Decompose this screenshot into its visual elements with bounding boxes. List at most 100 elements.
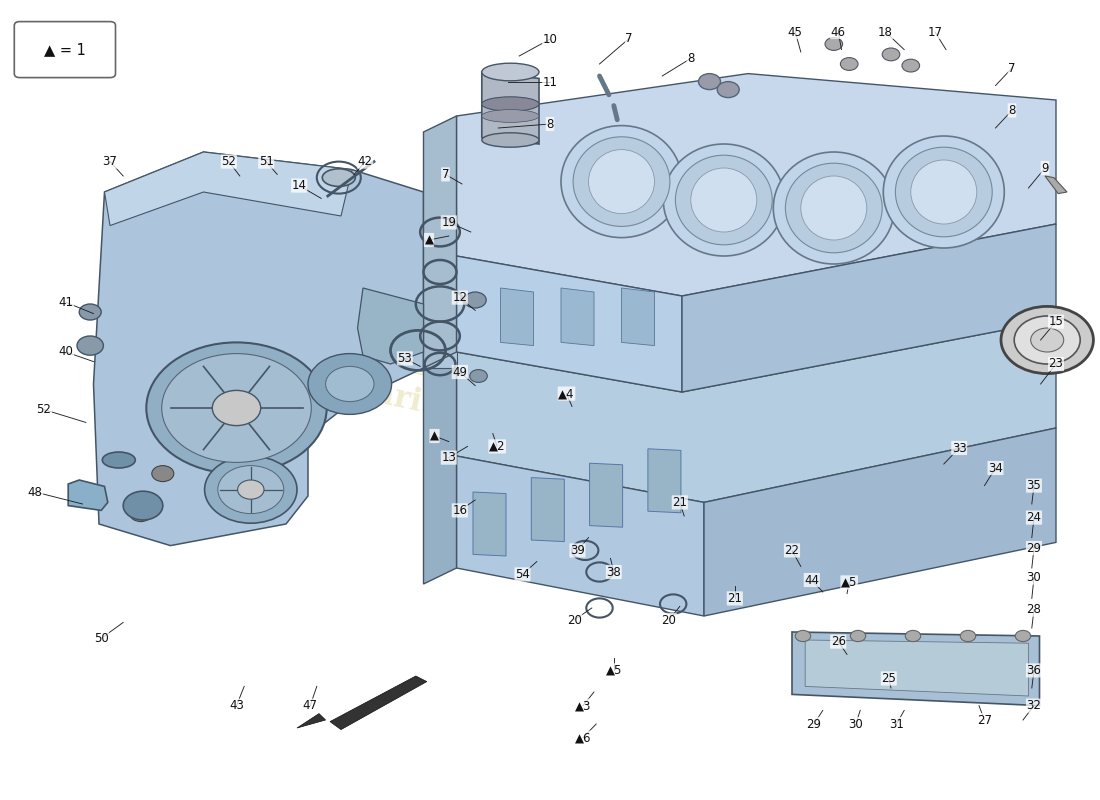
- Text: 45: 45: [788, 26, 803, 38]
- Text: 20: 20: [566, 614, 582, 626]
- Text: 8: 8: [547, 118, 553, 130]
- Polygon shape: [456, 74, 1056, 296]
- Text: 46: 46: [830, 26, 846, 38]
- Polygon shape: [648, 449, 681, 513]
- Ellipse shape: [482, 110, 539, 122]
- Text: 12: 12: [452, 291, 468, 304]
- Circle shape: [77, 336, 103, 355]
- Text: 9: 9: [1042, 162, 1048, 174]
- Ellipse shape: [895, 147, 992, 237]
- Text: 41: 41: [58, 296, 74, 309]
- Text: 23: 23: [1048, 358, 1064, 370]
- Text: 49: 49: [452, 366, 468, 378]
- Ellipse shape: [561, 126, 682, 238]
- Text: 52: 52: [36, 403, 52, 416]
- Text: 16: 16: [452, 504, 468, 517]
- Text: 53: 53: [397, 352, 412, 365]
- Ellipse shape: [102, 452, 135, 468]
- Polygon shape: [424, 116, 456, 368]
- Circle shape: [960, 630, 976, 642]
- Text: ▲: ▲: [425, 234, 433, 246]
- Text: 27: 27: [977, 714, 992, 726]
- Text: 29: 29: [1026, 542, 1042, 554]
- Text: 36: 36: [1026, 664, 1042, 677]
- Text: 26: 26: [830, 635, 846, 648]
- Polygon shape: [1045, 176, 1067, 194]
- Text: 7: 7: [1009, 62, 1015, 74]
- FancyBboxPatch shape: [14, 22, 116, 78]
- Text: ▲6: ▲6: [574, 731, 592, 744]
- Circle shape: [152, 466, 174, 482]
- Polygon shape: [561, 288, 594, 346]
- Polygon shape: [104, 152, 352, 226]
- Text: 38: 38: [606, 566, 621, 578]
- Text: ▲2: ▲2: [488, 440, 505, 453]
- Text: 54: 54: [515, 568, 530, 581]
- Text: 29: 29: [806, 718, 822, 730]
- Text: 40: 40: [58, 346, 74, 358]
- Text: 30: 30: [848, 718, 864, 730]
- Circle shape: [1014, 316, 1080, 364]
- Ellipse shape: [883, 136, 1004, 248]
- Circle shape: [825, 38, 843, 50]
- Polygon shape: [682, 224, 1056, 392]
- Ellipse shape: [785, 163, 882, 253]
- Text: 48: 48: [28, 486, 43, 498]
- Polygon shape: [704, 428, 1056, 616]
- Text: 21: 21: [672, 496, 688, 509]
- Text: 8: 8: [688, 52, 694, 65]
- Circle shape: [698, 74, 720, 90]
- Polygon shape: [621, 288, 654, 346]
- Text: a passion
ferrari.parts: a passion ferrari.parts: [308, 330, 528, 438]
- Ellipse shape: [482, 97, 539, 111]
- Text: 14: 14: [292, 179, 307, 192]
- Ellipse shape: [773, 152, 894, 264]
- Text: 44: 44: [804, 574, 820, 586]
- Text: 18: 18: [878, 26, 893, 38]
- Ellipse shape: [675, 155, 772, 245]
- Polygon shape: [531, 478, 564, 542]
- Circle shape: [308, 354, 392, 414]
- Ellipse shape: [663, 144, 784, 256]
- Text: 17: 17: [927, 26, 943, 38]
- Circle shape: [1001, 306, 1093, 374]
- Circle shape: [326, 366, 374, 402]
- Text: 19: 19: [441, 216, 456, 229]
- Polygon shape: [456, 456, 704, 616]
- Circle shape: [79, 304, 101, 320]
- Text: 50: 50: [94, 632, 109, 645]
- Text: 47: 47: [302, 699, 318, 712]
- Polygon shape: [482, 72, 539, 144]
- Polygon shape: [473, 492, 506, 556]
- Text: 22: 22: [784, 544, 800, 557]
- Ellipse shape: [691, 168, 757, 232]
- Ellipse shape: [801, 176, 867, 240]
- Polygon shape: [297, 714, 326, 728]
- Text: 13: 13: [441, 451, 456, 464]
- Text: ▲4: ▲4: [558, 387, 574, 400]
- Text: 21: 21: [727, 592, 742, 605]
- Polygon shape: [792, 632, 1040, 706]
- Polygon shape: [500, 288, 534, 346]
- Polygon shape: [805, 640, 1028, 696]
- Text: ▲5: ▲5: [842, 576, 857, 589]
- Ellipse shape: [482, 63, 539, 81]
- Circle shape: [212, 390, 261, 426]
- Ellipse shape: [588, 150, 654, 214]
- Circle shape: [850, 630, 866, 642]
- Text: 28: 28: [1026, 603, 1042, 616]
- Text: 7: 7: [442, 168, 449, 181]
- Circle shape: [1031, 328, 1064, 352]
- Circle shape: [238, 480, 264, 499]
- Polygon shape: [68, 480, 108, 510]
- Text: 51: 51: [258, 155, 274, 168]
- Text: 8: 8: [1009, 104, 1015, 117]
- Text: 25: 25: [881, 672, 896, 685]
- Text: 52: 52: [221, 155, 236, 168]
- Text: ▲5: ▲5: [606, 664, 621, 677]
- Text: 30: 30: [1026, 571, 1042, 584]
- Text: 10: 10: [542, 33, 558, 46]
- Circle shape: [146, 342, 327, 474]
- Polygon shape: [330, 676, 427, 730]
- Polygon shape: [456, 320, 1056, 502]
